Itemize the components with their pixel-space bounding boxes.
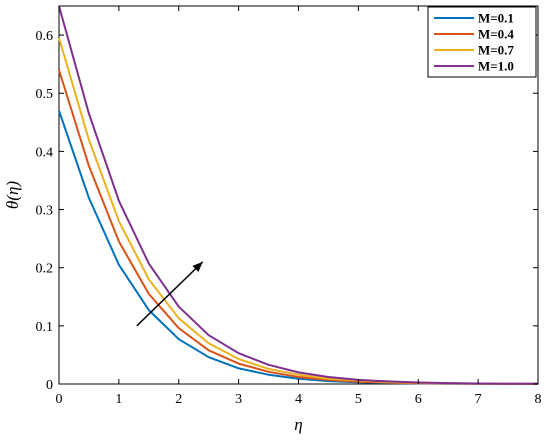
x-axis-label: η xyxy=(294,415,302,434)
annotation-group xyxy=(136,261,204,327)
series-line-3 xyxy=(58,5,539,385)
x-tick-label: 6 xyxy=(415,392,422,407)
x-tick-label: 0 xyxy=(56,392,63,407)
y-tick-label: 0.2 xyxy=(36,262,54,277)
y-tick-label: 0.1 xyxy=(36,320,54,335)
y-tick-label: 0.3 xyxy=(36,204,54,219)
legend: M=0.1M=0.4M=0.7M=1.0 xyxy=(427,6,537,78)
y-tick-label: 0.4 xyxy=(36,145,54,160)
legend-label: M=0.4 xyxy=(478,27,514,42)
x-tick-label: 4 xyxy=(295,392,302,407)
y-axis-label: θ(η) xyxy=(3,181,22,209)
y-tick-label: 0 xyxy=(46,378,53,393)
y-tick-label: 0.5 xyxy=(36,87,54,102)
arrow-shaft xyxy=(136,261,204,327)
x-tick-label: 2 xyxy=(175,392,182,407)
x-axis: 0 1 2 3 4 5 6 7 8 xyxy=(56,6,542,407)
x-tick-label: 5 xyxy=(355,392,362,407)
legend-label: M=0.7 xyxy=(478,43,514,58)
legend-label: M=1.0 xyxy=(478,59,514,74)
arrow-head xyxy=(192,261,203,273)
series-group xyxy=(58,5,539,385)
x-tick-label: 1 xyxy=(115,392,122,407)
x-tick-label: 8 xyxy=(535,392,542,407)
y-tick-label: 0.6 xyxy=(36,29,54,44)
x-tick-label: 7 xyxy=(475,392,482,407)
y-axis: 0 0.1 0.2 0.3 0.4 0.5 0.6 xyxy=(36,29,538,393)
x-tick-label: 3 xyxy=(235,392,242,407)
legend-label: M=0.1 xyxy=(478,11,514,26)
